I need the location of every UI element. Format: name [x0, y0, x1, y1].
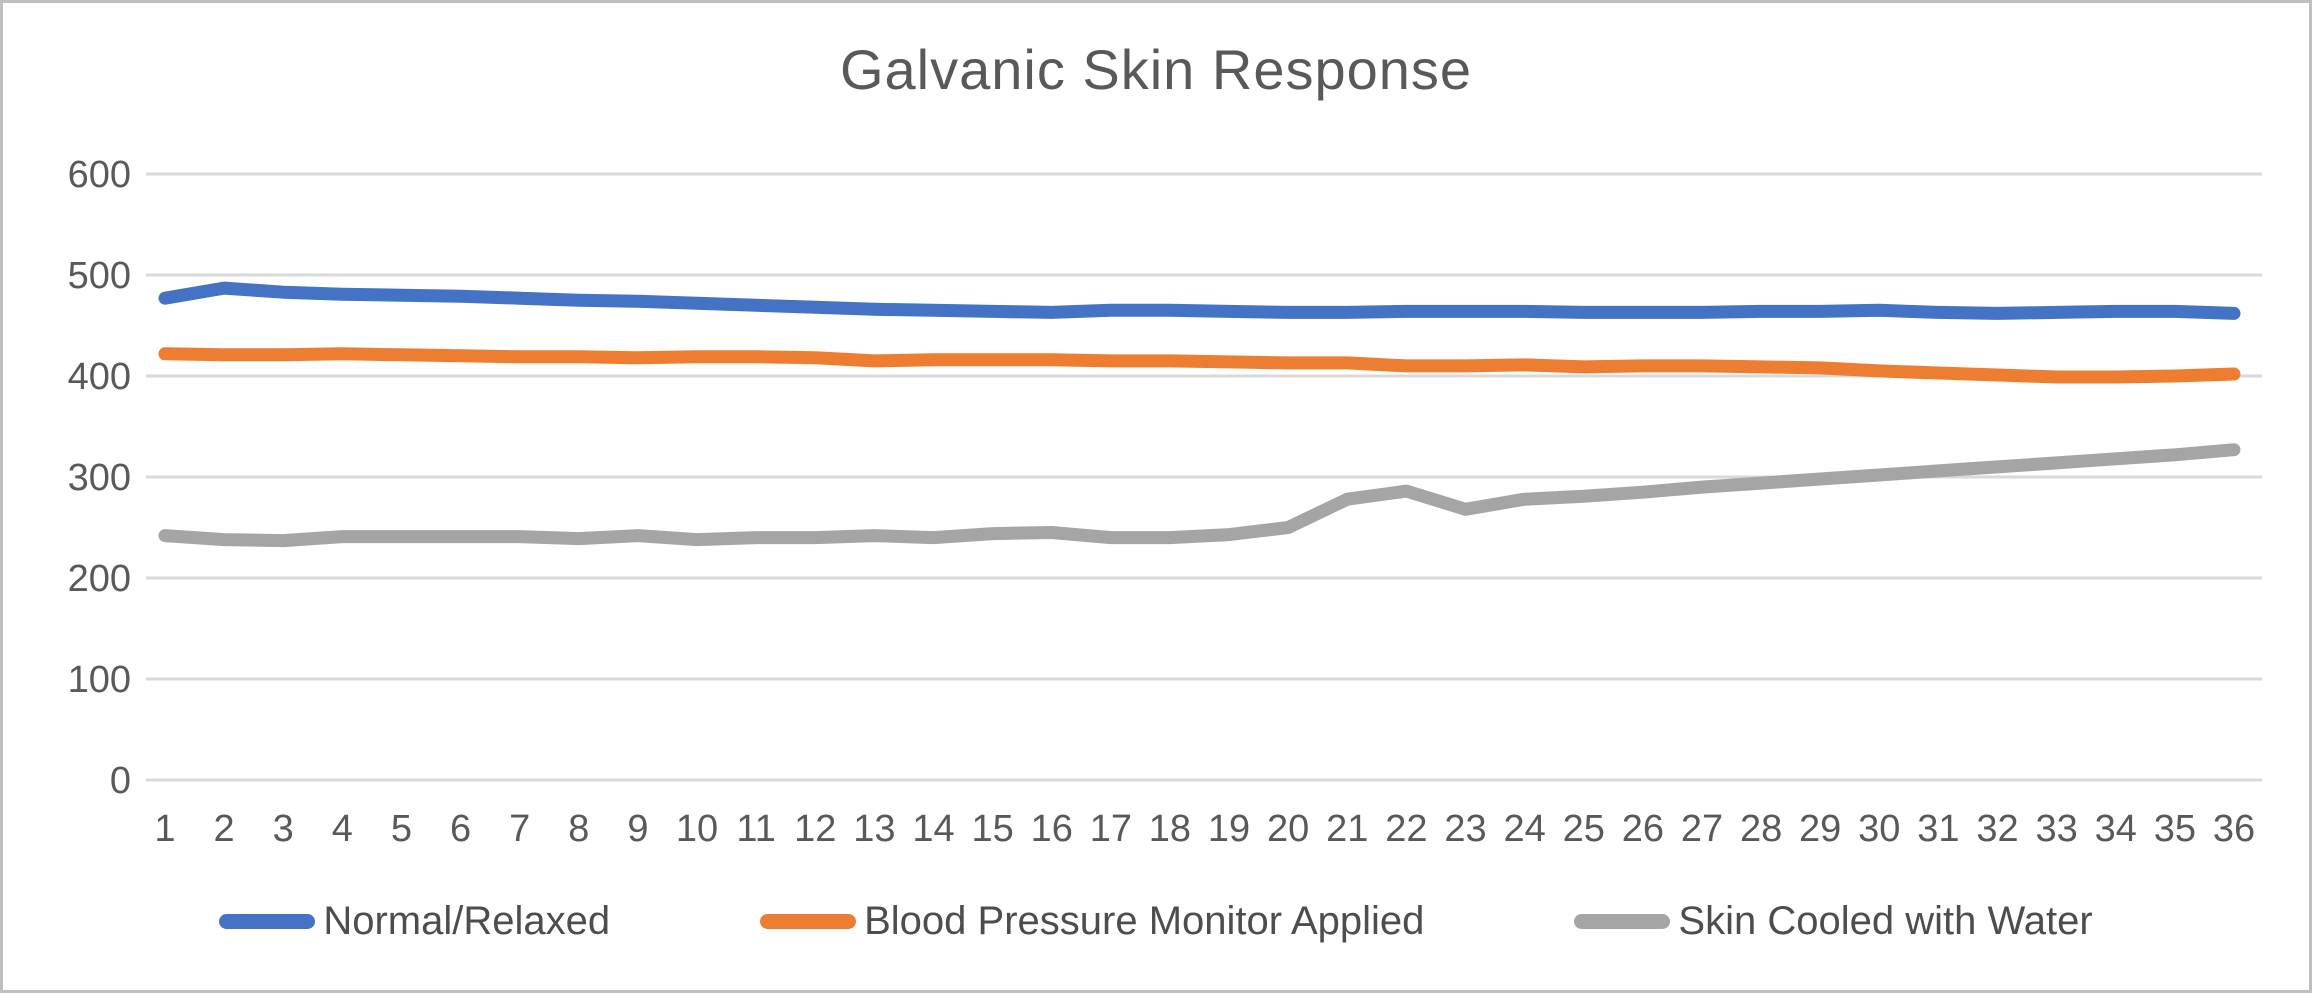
x-axis-tick-label: 15 — [971, 808, 1013, 850]
legend-marker-normal-relaxed-icon — [219, 914, 316, 929]
x-axis-tick-label: 12 — [794, 808, 836, 850]
legend-item-normal-relaxed: Normal/Relaxed — [219, 899, 610, 944]
series-line-skin-cooled-with-water — [158, 443, 2241, 548]
legend-label-normal-relaxed: Normal/Relaxed — [323, 899, 611, 943]
x-axis-tick-label: 16 — [1031, 808, 1073, 850]
x-axis-tick-label: 28 — [1740, 808, 1782, 850]
x-axis-tick-label: 24 — [1503, 808, 1545, 850]
y-axis-tick-label: 0 — [110, 760, 131, 802]
x-axis-tick-label: 26 — [1622, 808, 1664, 850]
legend-marker-blood-pressure-monitor-applied-icon — [760, 914, 857, 929]
legend-item-blood-pressure-monitor-applied: Blood Pressure Monitor Applied — [760, 899, 1424, 944]
x-axis-tick-label: 11 — [736, 808, 775, 850]
x-axis-tick-label: 25 — [1563, 808, 1605, 850]
x-axis-tick-label: 22 — [1385, 808, 1427, 850]
x-axis-tick-label: 19 — [1208, 808, 1250, 850]
legend-item-skin-cooled-with-water: Skin Cooled with Water — [1574, 899, 2093, 944]
y-axis-tick-label: 200 — [68, 558, 131, 600]
x-axis-tick-label: 27 — [1681, 808, 1723, 850]
x-axis-tick-label: 10 — [676, 808, 718, 850]
x-axis-tick-label: 36 — [2213, 808, 2255, 850]
x-axis-tick-label: 33 — [2036, 808, 2078, 850]
x-axis-tick-label: 18 — [1149, 808, 1191, 850]
x-axis-tick-label: 34 — [2095, 808, 2137, 850]
series-line-normal-relaxed — [158, 281, 2241, 320]
x-axis-tick-label: 6 — [450, 808, 471, 850]
x-axis-tick-label: 20 — [1267, 808, 1309, 850]
x-axis-tick-label: 7 — [509, 808, 530, 850]
y-axis-tick-label: 600 — [68, 154, 131, 196]
chart-title: Galvanic Skin Response — [839, 38, 1473, 101]
x-axis-tick-label: 23 — [1444, 808, 1486, 850]
x-axis-tick-label: 5 — [391, 808, 412, 850]
x-axis-tick-label: 13 — [853, 808, 895, 850]
y-axis-tick-label: 100 — [68, 659, 131, 701]
x-axis-tick-label: 1 — [154, 808, 175, 850]
x-axis-tick-label: 3 — [273, 808, 294, 850]
x-axis-tick-label: 30 — [1858, 808, 1900, 850]
legend: Normal/Relaxed Blood Pressure Monitor App… — [3, 899, 2309, 944]
x-axis-tick-label: 14 — [912, 808, 954, 850]
x-axis-tick-label: 17 — [1090, 808, 1132, 850]
y-axis-tick-label: 400 — [68, 356, 131, 398]
x-axis-tick-label: 9 — [627, 808, 648, 850]
x-axis-tick-label: 4 — [332, 808, 353, 850]
series-line-blood-pressure-monitor-applied — [158, 347, 2241, 384]
legend-label-skin-cooled-with-water: Skin Cooled with Water — [1678, 899, 2093, 943]
y-axis-tick-label: 500 — [68, 255, 131, 297]
x-axis-tick-label: 35 — [2154, 808, 2196, 850]
x-axis-tick-label: 32 — [1976, 808, 2018, 850]
x-axis-tick-label: 2 — [214, 808, 235, 850]
x-axis-tick-label: 8 — [568, 808, 589, 850]
x-axis-tick-label: 21 — [1326, 808, 1368, 850]
legend-label-blood-pressure-monitor-applied: Blood Pressure Monitor Applied — [864, 899, 1425, 943]
legend-marker-skin-cooled-with-water-icon — [1574, 914, 1671, 929]
y-axis-tick-label: 300 — [68, 457, 131, 499]
x-axis-tick-label: 29 — [1799, 808, 1841, 850]
x-axis-tick-label: 31 — [1917, 808, 1959, 850]
